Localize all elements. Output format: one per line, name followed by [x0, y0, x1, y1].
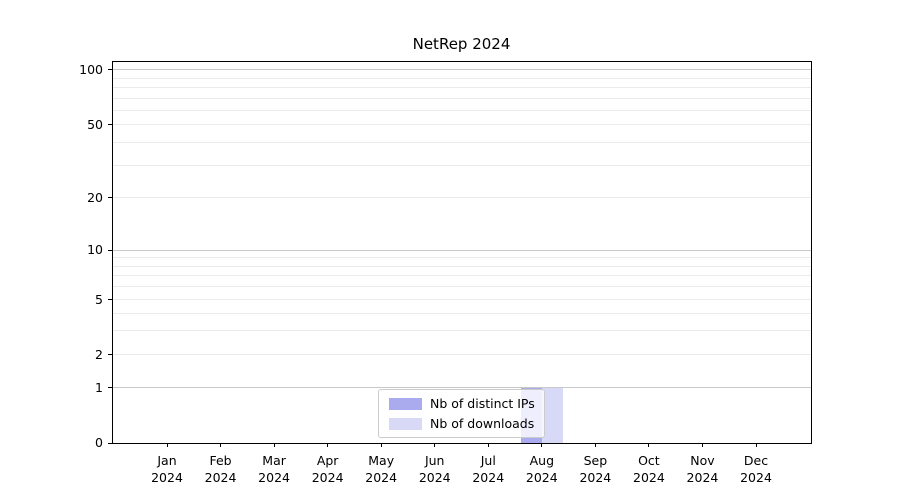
y-tick-label: 0 [95, 435, 103, 450]
y-tick-label: 10 [87, 242, 103, 258]
gridline-major [112, 249, 811, 251]
x-tick-mark [166, 443, 168, 447]
legend-swatch-downloads-icon [389, 417, 422, 430]
y-tick-mark [108, 249, 112, 251]
y-tick-label: 2 [95, 346, 103, 362]
plot-area [112, 61, 811, 443]
gridline-minor [112, 286, 811, 288]
gridline-minor [112, 77, 811, 79]
legend-swatch-distinct-ips-icon [389, 397, 422, 410]
gridline-minor [112, 109, 811, 111]
gridline-minor [112, 354, 811, 356]
x-tick-label: Jul 2024 [472, 453, 505, 485]
gridline-minor [112, 142, 811, 144]
y-tick-label: 1 [95, 379, 103, 395]
x-tick-label: Jan 2024 [151, 453, 183, 485]
legend: Nb of distinct IPs Nb of downloads [378, 389, 545, 438]
gridline-minor [112, 87, 811, 89]
x-tick-mark [380, 443, 382, 447]
x-tick-mark [541, 443, 543, 447]
x-tick-mark [434, 443, 436, 447]
y-tick-label: 50 [87, 116, 103, 132]
gridline-major [112, 69, 811, 71]
gridline-minor [112, 197, 811, 199]
x-tick-label: Dec 2024 [740, 453, 772, 485]
x-tick-label: Nov 2024 [686, 453, 719, 485]
x-tick-label: Mar 2024 [258, 453, 290, 485]
gridline-minor [112, 275, 811, 277]
x-tick-mark [648, 443, 650, 447]
y-tick-mark [108, 387, 112, 389]
gridline-minor [112, 299, 811, 301]
x-tick-mark [755, 443, 757, 447]
x-tick-label: May 2024 [365, 453, 398, 485]
x-tick-mark [220, 443, 222, 447]
x-tick-mark [487, 443, 489, 447]
gridline-minor [112, 124, 811, 126]
gridline-minor [112, 257, 811, 259]
x-tick-mark [327, 443, 329, 447]
x-tick-mark [594, 443, 596, 447]
gridline-minor [112, 97, 811, 99]
y-tick-mark [108, 197, 112, 199]
legend-item-distinct-ips: Nb of distinct IPs [389, 397, 536, 410]
x-tick-label: Jun 2024 [418, 453, 451, 485]
y-tick-mark [108, 354, 112, 356]
y-tick-mark [108, 299, 112, 301]
x-tick-label: Aug 2024 [525, 453, 558, 485]
x-tick-mark [273, 443, 275, 447]
x-tick-label: Apr 2024 [311, 453, 344, 485]
y-tick-label: 5 [95, 291, 103, 307]
chart-title: NetRep 2024 [412, 35, 511, 53]
x-tick-label: Oct 2024 [633, 453, 665, 485]
gridline-minor [112, 329, 811, 331]
y-tick-mark [108, 442, 112, 444]
legend-label-downloads: Nb of downloads [430, 416, 535, 431]
legend-item-downloads: Nb of downloads [389, 417, 536, 430]
gridline-major [112, 387, 811, 389]
gridline-minor [112, 164, 811, 166]
gridline-minor [112, 312, 811, 314]
gridline-minor [112, 265, 811, 267]
bar-nb-of-downloads-aug [541, 388, 563, 443]
y-tick-mark [108, 124, 112, 126]
x-tick-label: Sep 2024 [579, 453, 612, 485]
x-tick-mark [701, 443, 703, 447]
x-tick-label: Feb 2024 [204, 453, 237, 485]
y-tick-label: 20 [87, 189, 103, 205]
y-tick-label: 100 [79, 61, 103, 77]
legend-label-distinct-ips: Nb of distinct IPs [430, 396, 535, 411]
y-tick-mark [108, 69, 112, 71]
